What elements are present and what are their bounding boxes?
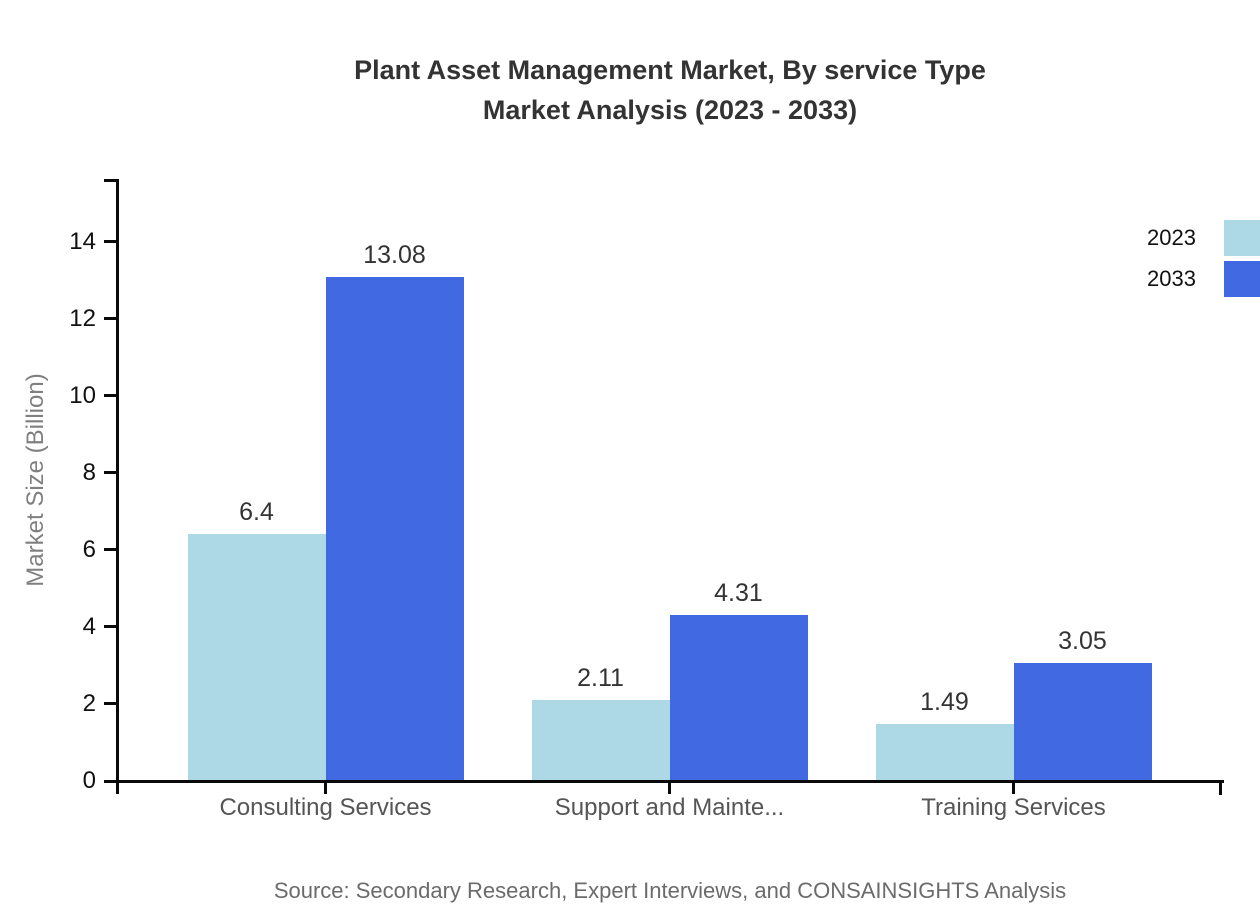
y-axis-tick <box>104 240 119 244</box>
y-tick-label: 12 <box>69 304 96 332</box>
bar-value-label: 13.08 <box>363 241 426 270</box>
legend-label: 2023 <box>1147 225 1196 250</box>
y-axis-tick <box>104 779 119 783</box>
chart-title: Plant Asset Management Market, By servic… <box>120 50 1220 130</box>
category-label: Training Services <box>921 794 1106 821</box>
legend-swatch <box>1224 261 1260 297</box>
y-axis-line <box>116 180 119 794</box>
chart-title-line2: Market Analysis (2023 - 2033) <box>482 95 858 125</box>
x-axis-end-tick <box>1219 781 1222 795</box>
y-tick-label: 14 <box>69 227 96 255</box>
x-axis-tick <box>668 782 671 794</box>
bar-2023 <box>187 534 326 780</box>
source-note: Source: Secondary Research, Expert Inter… <box>273 878 1067 903</box>
bar-value-label: 1.49 <box>920 687 969 716</box>
bar-2033 <box>325 277 464 780</box>
legend-swatch <box>1224 220 1260 256</box>
category-label: Consulting Services <box>219 794 432 821</box>
chart-title-line1: Plant Asset Management Market, By servic… <box>354 55 986 85</box>
y-tick-label: 6 <box>82 535 96 563</box>
bar-2023 <box>875 723 1014 780</box>
bar-value-label: 3.05 <box>1058 627 1107 656</box>
legend-item: 2023 <box>0 220 1260 256</box>
y-axis-tick <box>104 625 119 629</box>
bar-value-label: 6.4 <box>239 498 274 527</box>
x-axis-tick <box>1012 782 1015 794</box>
bar-2033 <box>1013 663 1152 780</box>
y-tick-label: 4 <box>82 612 96 640</box>
y-tick-label: 10 <box>69 381 96 409</box>
y-axis-end-tick <box>104 179 119 182</box>
y-axis-tick <box>104 548 119 552</box>
bar-value-label: 4.31 <box>714 578 763 607</box>
category-label: Support and Mainte... <box>554 794 785 821</box>
y-axis-tick <box>104 702 119 706</box>
y-axis-tick <box>104 471 119 475</box>
y-axis-tick <box>104 394 119 398</box>
x-axis-line <box>109 780 1224 783</box>
y-tick-label: 2 <box>82 689 96 717</box>
bar-value-label: 2.11 <box>577 663 624 692</box>
y-tick-label: 0 <box>82 767 96 794</box>
legend-label: 2033 <box>1147 266 1196 291</box>
bar-2033 <box>669 614 808 780</box>
legend: 2023 2033 <box>0 220 1260 302</box>
x-axis-tick <box>324 782 327 794</box>
y-axis-tick <box>104 317 119 321</box>
legend-item: 2033 <box>0 261 1260 297</box>
bar-2023 <box>531 699 670 780</box>
y-tick-label: 8 <box>82 458 96 486</box>
